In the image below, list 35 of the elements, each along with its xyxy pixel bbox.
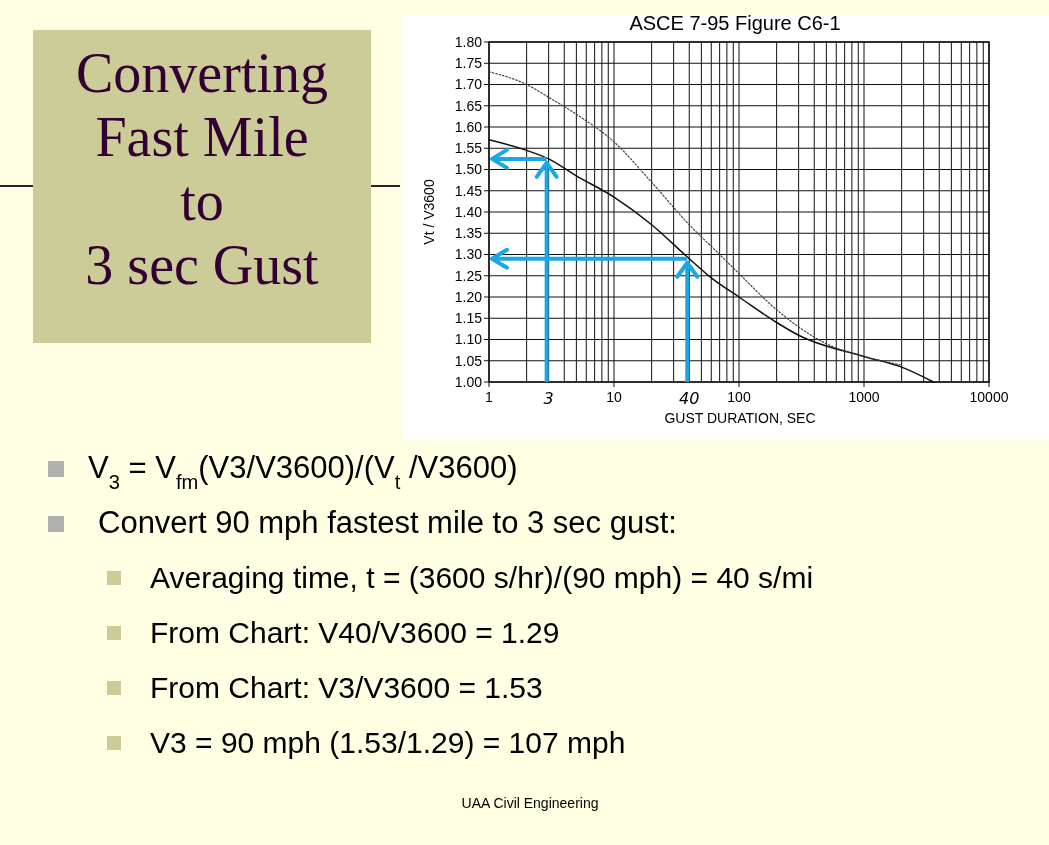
y-tick-label: 1.10 [454, 331, 483, 348]
x-tick-label: 100 [727, 389, 751, 405]
y-tick-label: 1.35 [454, 225, 483, 242]
annotation: 3 [543, 389, 554, 408]
y-tick-label: 1.70 [454, 76, 483, 93]
text: From Chart: V3/V3600 = 1.53 [150, 671, 543, 704]
text: UAA Civil Engineering [461, 795, 599, 811]
y-tick-label: 1.25 [454, 267, 483, 284]
x-tick-label: 1 [485, 389, 494, 405]
text: From Chart: V40/V3600 = 1.29 [150, 616, 560, 649]
y-tick-label: 1.45 [454, 182, 483, 199]
chart-title: ASCE 7-95 Figure C6-1 [629, 12, 841, 34]
x-tick-label: 1000 [848, 389, 880, 405]
text: Convert 90 mph fastest mile to 3 sec gust: [98, 505, 677, 540]
x-axis-title: GUST DURATION, SEC [664, 410, 816, 426]
x-tick-label: 10000 [969, 389, 1009, 405]
y-tick-label: 1.60 [454, 118, 483, 135]
y-tick-label: 1.80 [454, 33, 483, 50]
y-tick-label: 1.20 [454, 288, 483, 305]
y-tick-label: 1.00 [454, 373, 483, 390]
y-tick-label: 1.55 [454, 140, 483, 157]
text: Converting Fast Mile to 3 sec Gust [76, 42, 328, 296]
y-tick-label: 1.65 [454, 97, 483, 114]
y-tick-label: 1.30 [454, 246, 483, 263]
annotation: 40 [679, 389, 700, 408]
y-tick-label: 1.05 [454, 352, 483, 369]
text: Averaging time, t = (3600 s/hr)/(90 mph) = 40 s/mi [150, 561, 814, 594]
y-tick-label: 1.75 [454, 55, 483, 72]
text: V$_{3}$ = V$_{fm}$(V3/V3600)/(V$_{t}$ /V3600) [88, 450, 518, 493]
y-axis-title: Vt / V3600 [421, 179, 437, 245]
y-tick-label: 1.50 [454, 161, 483, 178]
y-tick-label: 1.40 [454, 203, 483, 220]
x-tick-label: 10 [606, 389, 622, 405]
text: V3 = 90 mph (1.53/1.29) = 107 mph [150, 726, 626, 759]
y-tick-label: 1.15 [454, 310, 483, 327]
